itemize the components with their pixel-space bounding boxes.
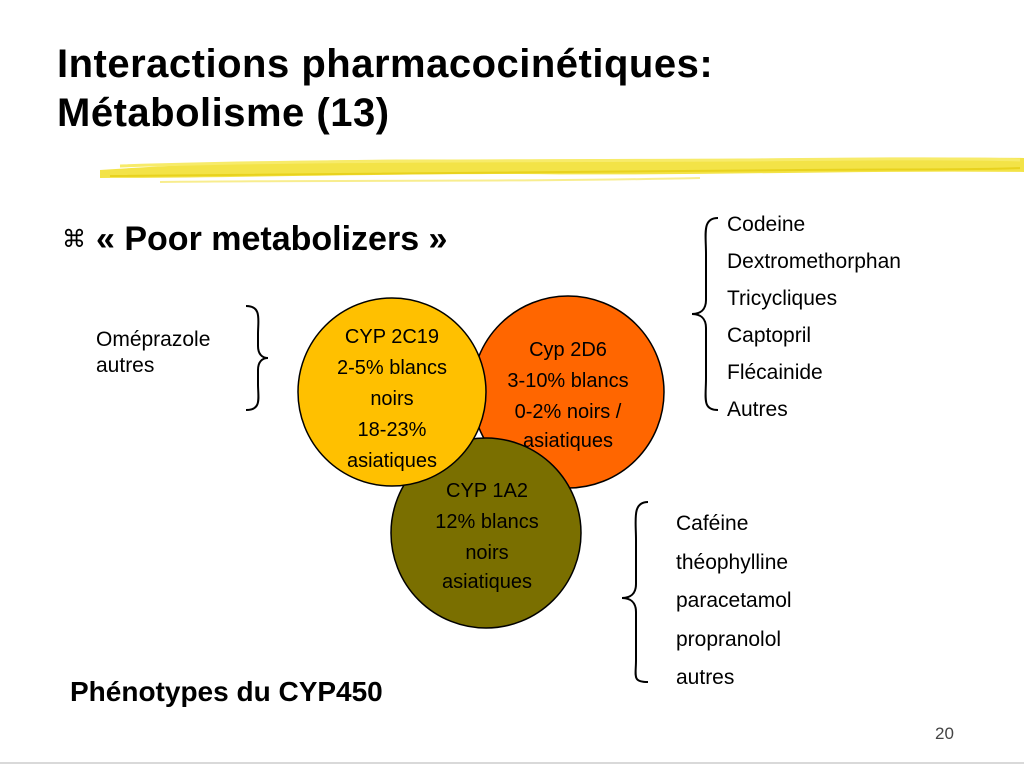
list-item: Dextromethorphan <box>727 250 901 273</box>
title-line-1: Interactions pharmacocinétiques: <box>57 42 714 86</box>
right-top-brace <box>691 217 719 411</box>
title-line-2: Métabolisme (13) <box>57 91 390 135</box>
list-item: Captopril <box>727 324 812 347</box>
slide-title: Interactions pharmacocinétiques: Métabol… <box>57 40 713 138</box>
circle-line: noirs <box>370 388 413 410</box>
bullet-text: « Poor metabolizers » <box>96 220 448 258</box>
cyp1a2-circle <box>390 437 582 629</box>
list-item: théophylline <box>676 550 789 574</box>
cyp2c19-circle <box>297 297 487 487</box>
circle-line: noirs <box>465 542 508 564</box>
circle-line: CYP 1A2 <box>446 480 528 502</box>
left-brace <box>245 305 269 411</box>
right-top-drug-list: Codeine Dextromethorphan Tricycliques Ca… <box>727 206 901 428</box>
cyp2d6-label: Cyp 2D6 3-10% blancs 0-2% noirs / asiati… <box>507 339 628 452</box>
left-drug-list: Oméprazole autres <box>96 327 210 379</box>
bottom-divider <box>0 762 1024 764</box>
right-bottom-brace <box>621 501 649 683</box>
list-item: propranolol <box>676 627 782 651</box>
list-item: Oméprazole <box>96 328 211 351</box>
circle-line: Cyp 2D6 <box>529 339 607 361</box>
list-item: Autres <box>727 398 788 421</box>
circle-line: 3-10% blancs <box>507 370 628 392</box>
z-bullet-icon: ⌘ <box>62 226 86 253</box>
list-item: Codeine <box>727 213 806 236</box>
circle-line: 2-5% blancs <box>337 357 447 379</box>
footer-label: Phénotypes du CYP450 <box>70 676 383 707</box>
list-item: Tricycliques <box>727 287 838 310</box>
title-underline-stroke <box>100 157 1024 183</box>
circle-line: asiatiques <box>347 450 437 472</box>
cyp2c19-label: CYP 2C19 2-5% blancs noirs 18-23% asiati… <box>337 326 447 472</box>
bullet-poor-metabolizers: ⌘ « Poor metabolizers » <box>62 220 447 259</box>
circle-line: asiatiques <box>442 571 532 593</box>
circle-line: asiatiques <box>523 430 613 452</box>
list-item: autres <box>676 666 735 689</box>
circle-line: CYP 2C19 <box>345 326 439 348</box>
list-item: paracetamol <box>676 589 792 612</box>
list-item: Caféine <box>676 512 749 535</box>
right-bottom-drug-list: Caféine théophylline paracetamol propran… <box>676 505 792 698</box>
circle-line: 12% blancs <box>435 511 538 533</box>
page-number: 20 <box>935 724 954 743</box>
circle-line: 18-23% <box>358 419 427 441</box>
cyp1a2-label: CYP 1A2 12% blancs noirs asiatiques <box>435 480 538 593</box>
list-item: autres <box>96 354 155 377</box>
circle-line: 0-2% noirs / <box>515 401 622 423</box>
list-item: Flécainide <box>727 361 823 384</box>
